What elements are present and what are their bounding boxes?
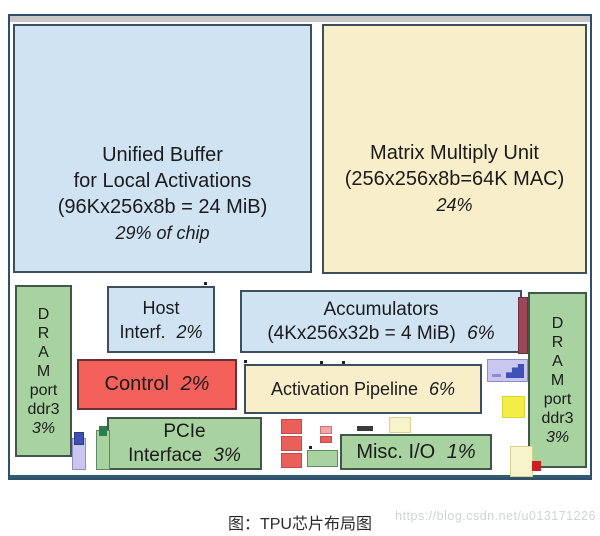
figure-caption: 图：TPU芯片布局图 [227,516,372,533]
dram-right-pct: 3% [545,428,570,446]
dram-left-ddr3: ddr3 [27,400,60,418]
small-green-cap-block [99,426,107,436]
small-red-block [281,453,302,468]
unified-buffer-line2: for Local Activations [73,170,252,192]
misc-io-pct: 1% [446,440,476,463]
block-pcie-interface: PCIe Interface 3% [107,417,262,470]
control-label: Control [104,373,169,395]
host-interface-line2: Interf. [119,321,166,342]
block-host-interface: Host Interf. 2% [107,286,215,353]
dram-left-port: port [29,381,58,399]
small-pink-block [320,426,332,434]
dram-right-ddr3: ddr3 [541,409,574,427]
stair-glyph [506,364,524,378]
pin-dot [204,282,207,285]
matrix-multiply-pct: 24% [436,195,473,215]
unified-buffer-line1: Unified Buffer [102,144,223,166]
pin-dot [244,360,247,363]
dark-dash-block [357,426,373,431]
pin-dot [320,361,323,364]
block-accumulators: Accumulators (4Kx256x32b = 4 MiB) 6% [240,290,522,353]
misc-io-label: Misc. I/O [356,440,436,463]
pin-dot [342,361,345,364]
accumulators-pct: 6% [467,322,495,344]
dram-left-letter-d: D [37,305,50,323]
block-dram-port-right: D R A M port ddr3 3% [528,292,587,468]
chip-top-strip [10,16,590,24]
dram-right-letter-r: R [551,333,564,351]
unified-buffer-pct: 29% of chip [115,223,210,243]
dram-right-port: port [543,390,572,408]
block-matrix-multiply-unit: Matrix Multiply Unit (256x256x8b=64K MAC… [322,24,587,274]
dram-left-pct: 3% [31,419,56,437]
small-green-block [96,430,110,470]
tpu-die-diagram: Unified Buffer for Local Activations (96… [8,14,592,480]
maroon-strip-block [518,297,528,354]
host-interface-pct: 2% [176,321,203,342]
small-red-block [281,436,302,451]
dram-right-letter-d: D [551,314,564,332]
block-control: Control 2% [77,359,237,410]
block-dram-port-left: D R A M port ddr3 3% [15,285,72,457]
dram-left-letter-r: R [37,324,50,342]
dram-right-letter-a: A [552,352,563,370]
small-green-wide-block [307,450,338,467]
small-blue-block [74,432,84,445]
lavender-dash [492,374,501,377]
small-dark-red-block [532,461,541,471]
pcie-pct: 3% [213,444,241,466]
pin-dot [309,446,312,449]
control-pct: 2% [180,373,210,395]
block-misc-io: Misc. I/O 1% [340,434,492,470]
pcie-line2: Interface [128,444,203,466]
small-pink-block [320,436,332,443]
unified-buffer-line3: (96Kx256x8b = 24 MiB) [57,196,268,218]
block-activation-pipeline: Activation Pipeline 6% [244,364,482,414]
activation-pipeline-label: Activation Pipeline [270,378,419,399]
small-yellow-block [502,396,525,418]
small-lavender-logic-block [487,359,528,382]
pcie-line1: PCIe [163,420,206,442]
accumulators-line2: (4Kx256x32b = 4 MiB) [267,322,456,344]
small-pale-yellow-block [389,417,411,433]
block-unified-buffer: Unified Buffer for Local Activations (96… [13,24,312,273]
small-pale-yellow-tall-block [510,446,533,477]
watermark-url: https://blog.csdn.net/u013171226 [395,509,596,523]
activation-pipeline-pct: 6% [429,378,456,399]
matrix-multiply-line1: Matrix Multiply Unit [370,142,539,164]
dram-left-letter-a: A [38,343,49,361]
dram-right-letter-m: M [550,371,565,389]
host-interface-line1: Host [142,297,180,318]
accumulators-line1: Accumulators [323,298,439,320]
small-red-block [281,419,302,434]
matrix-multiply-line2: (256x256x8b=64K MAC) [344,168,565,190]
dram-left-letter-m: M [36,362,51,380]
